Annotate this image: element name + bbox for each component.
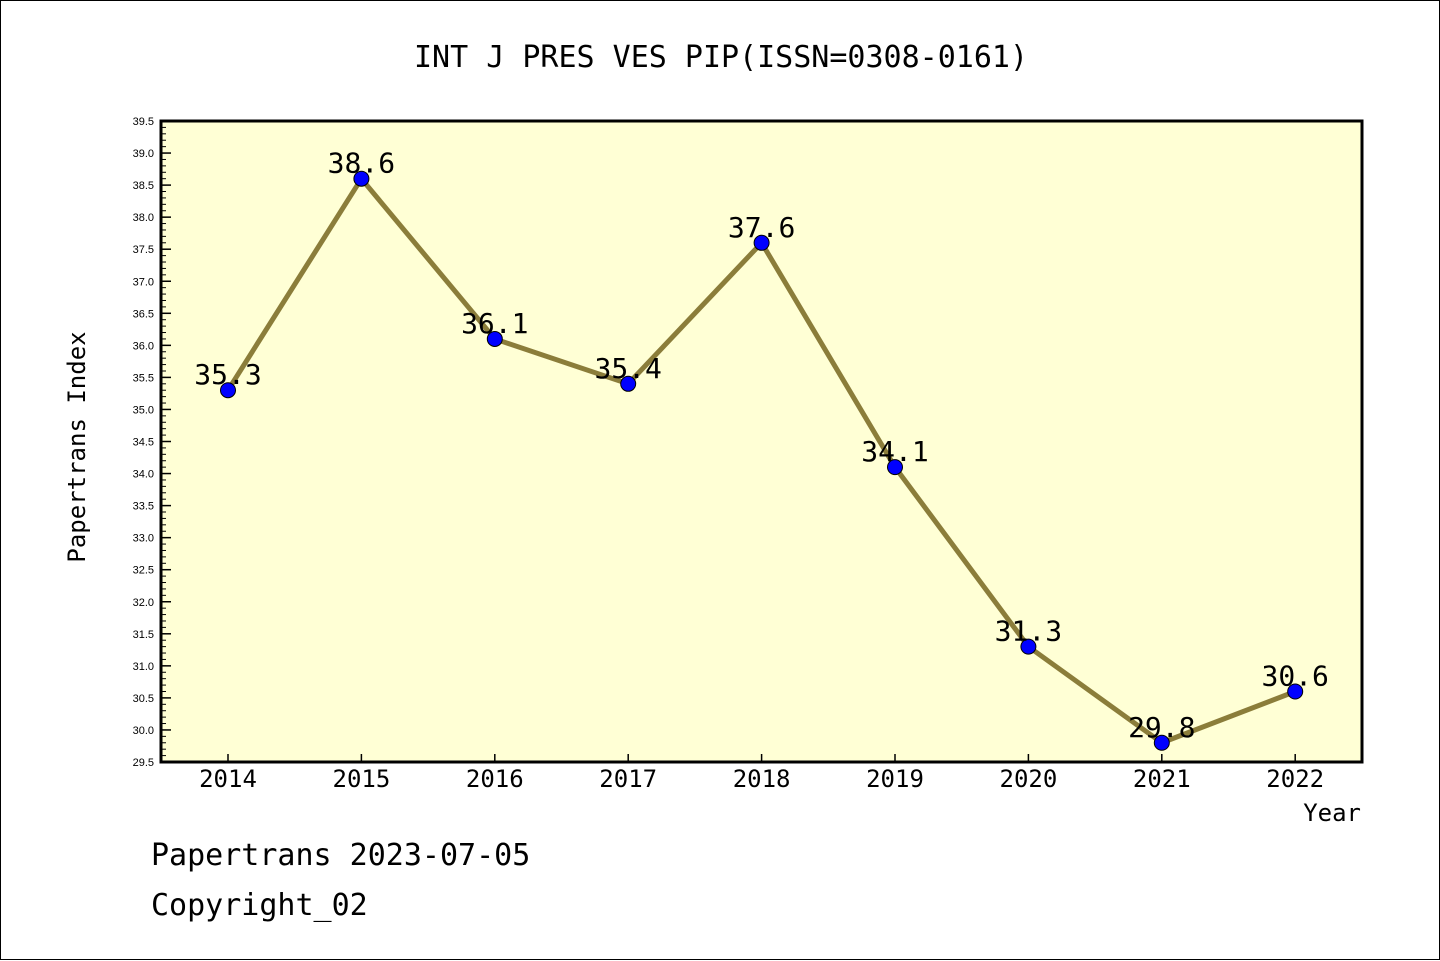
footer-date: Papertrans 2023-07-05 [151, 838, 530, 873]
y-tick-label: 39.5 [133, 116, 154, 128]
data-label: 37.6 [728, 211, 795, 244]
y-tick-label: 39.0 [133, 148, 154, 160]
data-point [220, 382, 236, 399]
x-tick-label: 2020 [1000, 765, 1058, 793]
data-label: 29.8 [1128, 711, 1195, 744]
x-tick-label: 2014 [199, 765, 257, 793]
data-point [1287, 683, 1304, 700]
data-label: 31.3 [995, 615, 1062, 648]
x-tick-label: 2015 [333, 765, 391, 793]
y-tick-label: 33.5 [133, 501, 154, 513]
y-axis-title: Papertrans Index [63, 331, 91, 562]
data-point [620, 375, 637, 392]
chart-title: INT J PRES VES PIP(ISSN=0308-0161) [414, 40, 1028, 75]
y-tick-label: 38.0 [133, 212, 154, 224]
y-tick-label: 37.0 [133, 276, 154, 288]
plot-area [161, 121, 1362, 762]
x-tick-label: 2018 [733, 765, 791, 793]
y-tick-label: 32.5 [133, 565, 154, 577]
y-tick-label: 32.0 [133, 597, 154, 609]
y-tick-label: 36.5 [133, 308, 154, 320]
y-tick-label: 38.5 [133, 180, 154, 192]
data-point [353, 170, 370, 187]
y-tick-label: 34.5 [133, 437, 154, 449]
data-point [887, 459, 903, 476]
data-point [753, 234, 770, 251]
y-tick-label: 33.0 [133, 533, 154, 545]
y-tick-label: 29.5 [133, 757, 154, 769]
y-tick-label: 30.5 [133, 693, 154, 705]
y-tick-label: 31.5 [133, 629, 154, 641]
y-axis-ticks: 29.5 30.0 30.5 31.0 31.5 32.0 32.5 33.0 33.5 34.0… [133, 116, 171, 769]
series-markers [220, 170, 1304, 751]
plot-frame [159, 119, 1364, 764]
data-label: 38.6 [328, 147, 395, 180]
data-label: 36.1 [461, 307, 528, 340]
data-point [1020, 638, 1037, 655]
y-tick-label: 35.5 [133, 372, 154, 384]
data-point [1153, 734, 1170, 751]
y-tick-label: 35.0 [133, 404, 154, 416]
y-tick-label: 36.0 [133, 340, 154, 352]
data-label: 34.1 [861, 435, 928, 468]
data-label: 30.6 [1261, 659, 1328, 692]
x-axis-title: Year [1303, 799, 1361, 827]
x-axis-ticks: 2014 2015 2016 2017 2018 2019 2020 2021 2022 [199, 754, 1324, 793]
y-tick-label: 34.0 [133, 469, 154, 481]
y-tick-label: 30.0 [133, 725, 154, 737]
x-tick-label: 2019 [866, 765, 924, 793]
x-tick-label: 2021 [1133, 765, 1191, 793]
data-point [486, 330, 503, 347]
footer-copyright: Copyright_02 [151, 888, 368, 923]
x-tick-label: 2022 [1266, 765, 1324, 793]
x-tick-label: 2017 [599, 765, 657, 793]
data-label: 35.3 [194, 358, 261, 391]
data-label: 35.4 [594, 352, 661, 385]
x-tick-label: 2016 [466, 765, 524, 793]
y-tick-label: 31.0 [133, 661, 154, 673]
y-tick-label: 37.5 [133, 244, 154, 256]
data-labels: 35.3 38.6 36.1 35.4 37.6 34.1 31.3 29.8 30.6 [194, 147, 1329, 744]
